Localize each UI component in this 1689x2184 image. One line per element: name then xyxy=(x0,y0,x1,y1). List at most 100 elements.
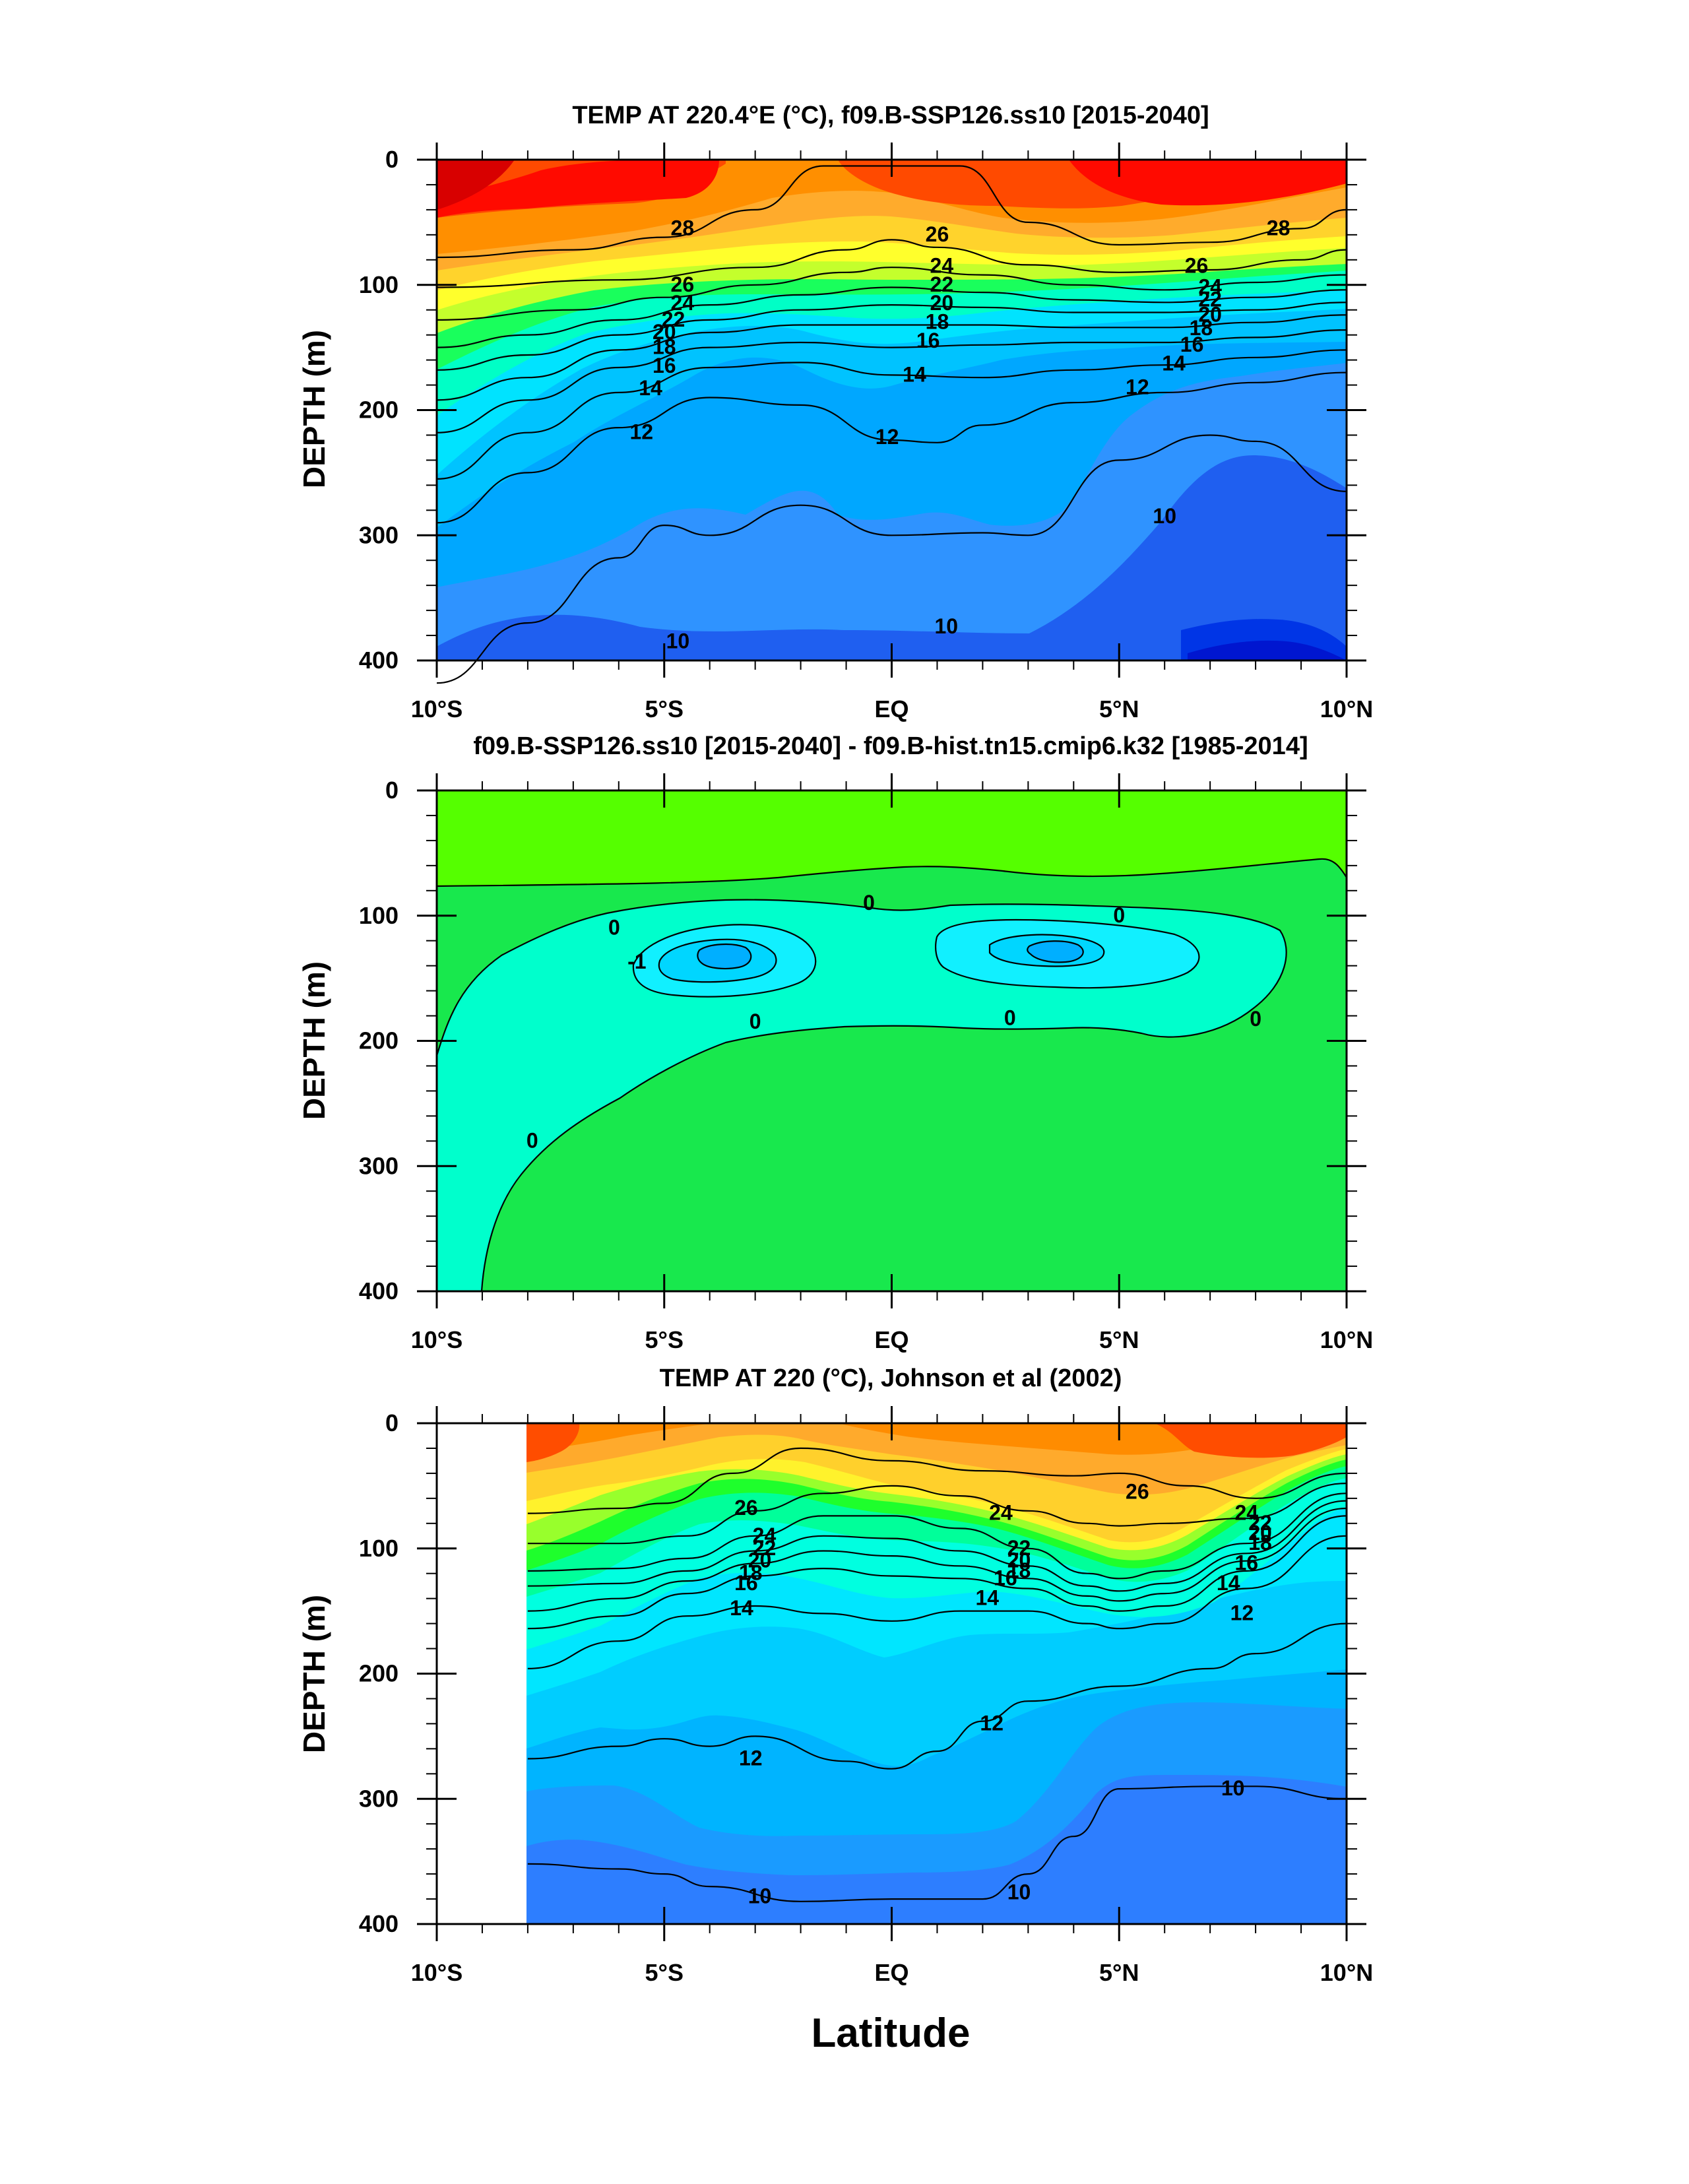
y-tick-label: 200 xyxy=(359,397,398,424)
x-tick-label: 10°S xyxy=(411,1326,462,1353)
panel-2-anomaly-minus-1-south xyxy=(658,938,777,983)
panel-2-contour-label: 0 xyxy=(1004,1006,1016,1029)
y-tick-label: 0 xyxy=(385,1409,398,1436)
panel-3-isotherm-24 xyxy=(527,1483,1347,1545)
panel-1-contour-label: 10 xyxy=(666,629,690,653)
panel-3-isotherm-16 xyxy=(527,1515,1347,1630)
panel-3-contour-label: 12 xyxy=(1230,1601,1254,1624)
x-tick-label: 10°S xyxy=(411,1959,462,1986)
panel-3-contour-label: 20 xyxy=(748,1549,772,1572)
panel-1-contour-label: 22 xyxy=(662,307,685,331)
panel-3-contour-label: 24 xyxy=(753,1524,777,1547)
panel-1-contour-label: 16 xyxy=(1180,333,1204,356)
y-tick-label: 100 xyxy=(359,902,398,929)
x-tick-label: EQ xyxy=(874,695,908,723)
panel-1-contour-label: 14 xyxy=(639,376,662,400)
y-tick-label: 400 xyxy=(359,1910,398,1937)
panel-2-anomaly-minus-1-north xyxy=(988,934,1105,967)
panel-3-contour-label: 14 xyxy=(730,1596,753,1620)
panel-3-contour-label: 10 xyxy=(1221,1776,1245,1800)
x-tick-label: 10°N xyxy=(1320,695,1373,723)
panel-1-axes: 10°S 5°S EQ 5°N 10°N 0 100 200 300 400 xyxy=(359,143,1373,723)
x-tick-label: 5°N xyxy=(1099,1959,1139,1986)
panel-2-contour-fill xyxy=(437,790,1347,1291)
panel-2-contour-label: 0 xyxy=(749,1010,761,1033)
y-tick-label: 100 xyxy=(359,1535,398,1562)
panel-1-contour-label: 22 xyxy=(1198,288,1222,311)
panel-3-contour-label: 24 xyxy=(1235,1501,1259,1525)
x-tick-label: 10°N xyxy=(1320,1326,1373,1353)
panel-1-title: TEMP AT 220.4°E (°C), f09.B-SSP126.ss10 … xyxy=(572,102,1209,129)
x-axis-label: Latitude xyxy=(811,2010,970,2056)
panel-1-contour-label: 18 xyxy=(653,335,676,359)
x-tick-label: 5°N xyxy=(1099,695,1139,723)
panel-1-isotherm-26 xyxy=(436,239,1347,288)
panel-1-contour-label: 26 xyxy=(1185,253,1209,277)
panel-1-contour-label: 10 xyxy=(934,614,958,638)
panel-3-y-label: DEPTH (m) xyxy=(297,1595,331,1753)
panel-1-contour-label: 24 xyxy=(671,291,695,315)
x-tick-label: 10°S xyxy=(411,695,462,723)
y-tick-label: 300 xyxy=(359,1152,398,1179)
panel-2-contour-label: -1 xyxy=(627,949,646,973)
panel-3-contour-label: 12 xyxy=(739,1747,763,1770)
panel-1-contour-lines xyxy=(436,165,1347,684)
y-tick-label: 200 xyxy=(359,1027,398,1054)
panel-1-contour-label: 10 xyxy=(1153,504,1176,528)
panel-1-contour-label: 14 xyxy=(903,362,926,386)
panel-1-contour-label: 18 xyxy=(1190,316,1213,340)
panel-2-temperature-difference: f09.B-SSP126.ss10 [2015-2040] - f09.B-hi… xyxy=(297,732,1373,1353)
panel-3-isotherm-18 xyxy=(527,1507,1347,1612)
panel-1-isotherm-28 xyxy=(436,165,1347,259)
panel-3-isotherm-10 xyxy=(527,1785,1347,1902)
panel-1-contour-fill xyxy=(437,160,1347,660)
panel-3-contour-label: 16 xyxy=(734,1571,758,1595)
panel-2-contour-label: 0 xyxy=(608,916,620,940)
panel-2-contour-label: 0 xyxy=(863,891,875,915)
panel-2-anomaly-core-south xyxy=(697,943,752,970)
panel-2-y-label: DEPTH (m) xyxy=(297,961,331,1120)
panel-3-contour-lines xyxy=(527,1447,1347,1902)
panel-1-contour-label: 14 xyxy=(1162,351,1186,375)
panel-1-contour-label: 18 xyxy=(926,310,949,334)
panel-3-axes: 10°S 5°S EQ 5°N 10°N 0 100 200 300 400 xyxy=(359,1406,1373,1986)
panel-2-zero-line-lower xyxy=(435,899,1287,1292)
panel-1-contour-label: 24 xyxy=(930,253,954,277)
panel-2-title: f09.B-SSP126.ss10 [2015-2040] - f09.B-hi… xyxy=(473,732,1308,760)
panel-3-contour-label: 26 xyxy=(734,1496,758,1520)
panel-1-isotherm-22 xyxy=(436,286,1347,348)
panel-3-contour-label: 18 xyxy=(739,1561,763,1585)
panel-1-isotherm-20 xyxy=(436,302,1347,371)
panel-1-contour-label: 20 xyxy=(653,320,676,344)
y-tick-label: 300 xyxy=(359,521,398,548)
panel-1-temperature-model: TEMP AT 220.4°E (°C), f09.B-SSP126.ss10 … xyxy=(297,102,1373,723)
panel-2-contour-label: 0 xyxy=(526,1128,538,1152)
panel-3-isotherm-20 xyxy=(527,1500,1347,1592)
panel-1-isotherm-10 xyxy=(436,434,1347,684)
panel-3-contour-label: 14 xyxy=(1217,1571,1240,1595)
y-tick-label: 300 xyxy=(359,1785,398,1812)
y-tick-label: 100 xyxy=(359,271,398,298)
panel-2-contour-lines xyxy=(435,858,1347,1292)
panel-1-contour-label: 16 xyxy=(653,354,676,377)
panel-3-contour-label: 24 xyxy=(989,1501,1013,1525)
x-tick-label: 10°N xyxy=(1320,1959,1373,1986)
panel-3-contour-label: 20 xyxy=(1007,1549,1031,1572)
panel-3-contour-label: 26 xyxy=(1126,1479,1149,1503)
panel-1-isotherm-12 xyxy=(436,371,1347,524)
panel-3-contour-label: 16 xyxy=(1235,1551,1259,1575)
panel-2-contour-label: 0 xyxy=(1113,903,1125,927)
panel-3-contour-label: 12 xyxy=(980,1711,1004,1735)
panel-2-anomaly-core-north xyxy=(1027,940,1084,963)
panel-1-contour-label: 28 xyxy=(1267,216,1291,240)
panel-3-contour-label: 14 xyxy=(975,1586,999,1610)
panel-2-zero-line-upper xyxy=(436,858,1347,887)
panel-3-isotherm-22 xyxy=(527,1493,1347,1580)
panel-3-isotherm-12 xyxy=(527,1622,1347,1770)
panel-2-axes: 10°S 5°S EQ 5°N 10°N 0 100 200 300 400 xyxy=(359,773,1373,1353)
panel-3-contour-label: 22 xyxy=(753,1536,777,1560)
x-tick-label: EQ xyxy=(874,1959,908,1986)
y-tick-label: 0 xyxy=(385,777,398,804)
